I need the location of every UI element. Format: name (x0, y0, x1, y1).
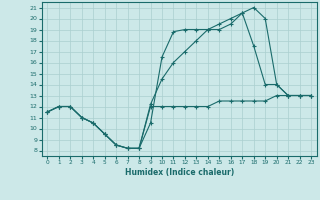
X-axis label: Humidex (Indice chaleur): Humidex (Indice chaleur) (124, 168, 234, 177)
